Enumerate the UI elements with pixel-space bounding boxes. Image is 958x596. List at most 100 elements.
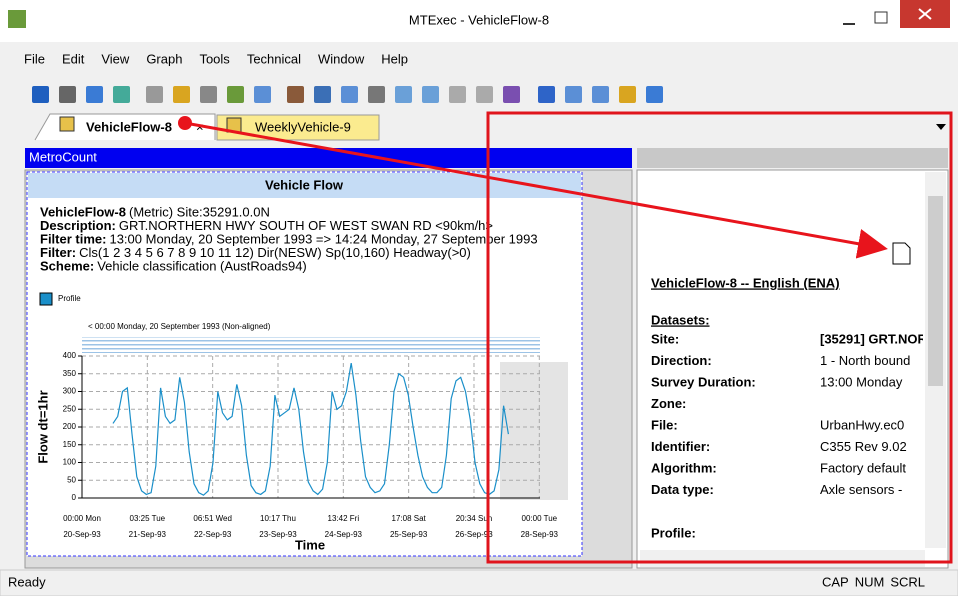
status-indicator: NUM bbox=[855, 574, 885, 589]
menu-bar: File Edit View Graph Tools Technical Window Hel… bbox=[24, 51, 408, 66]
y-axis-label: Flow dt=1hr bbox=[35, 390, 50, 463]
panel-header bbox=[25, 148, 632, 168]
status-indicator: SCRL bbox=[890, 574, 925, 589]
v-scroll-thumb[interactable] bbox=[928, 196, 943, 386]
toolbar-button[interactable] bbox=[449, 86, 466, 103]
x-tick-label: 00:00 Tue bbox=[522, 514, 558, 523]
page: MTExec - VehicleFlow-8 File Edit View Graph… bbox=[0, 0, 958, 596]
toolbar-button[interactable] bbox=[254, 86, 271, 103]
x-tick-label: 28-Sep-93 bbox=[521, 530, 559, 539]
x-tick-label: 24-Sep-93 bbox=[325, 530, 363, 539]
toolbar-button[interactable] bbox=[146, 86, 163, 103]
tab-icon bbox=[60, 117, 74, 131]
window-title: MTExec - VehicleFlow-8 bbox=[409, 12, 549, 27]
report-header bbox=[637, 148, 948, 168]
status-indicators: CAP NUM SCRL bbox=[822, 574, 925, 589]
status-indicator: CAP bbox=[822, 574, 849, 589]
toolbar-button[interactable] bbox=[59, 86, 76, 103]
h-scrollbar[interactable] bbox=[640, 550, 925, 567]
x-tick-label: 23-Sep-93 bbox=[259, 530, 297, 539]
tab-label[interactable]: WeeklyVehicle-9 bbox=[255, 119, 351, 134]
status-text: Ready bbox=[8, 574, 46, 589]
app-icon bbox=[8, 10, 26, 28]
x-tick-label: 06:51 Wed bbox=[193, 514, 232, 523]
menu-item[interactable]: Edit bbox=[62, 51, 85, 66]
toolbar-button[interactable] bbox=[395, 86, 412, 103]
x-tick-label: 21-Sep-93 bbox=[129, 530, 167, 539]
legend-label: Profile bbox=[58, 294, 81, 303]
x-tick-label: 00:00 Mon bbox=[63, 514, 101, 523]
app-window: MTExec - VehicleFlow-8 File Edit View Graph… bbox=[0, 0, 958, 596]
toolbar-button[interactable] bbox=[86, 86, 103, 103]
menu-item[interactable]: Tools bbox=[199, 51, 230, 66]
menu-item[interactable]: Help bbox=[381, 51, 408, 66]
y-tick-label: 350 bbox=[63, 369, 77, 378]
row-label: File: bbox=[651, 417, 678, 432]
menu-item[interactable]: Window bbox=[318, 51, 365, 66]
toolbar-button[interactable] bbox=[565, 86, 582, 103]
toolbar-button[interactable] bbox=[646, 86, 663, 103]
y-tick-label: 400 bbox=[63, 351, 77, 360]
toolbar-button[interactable] bbox=[200, 86, 217, 103]
time-band bbox=[82, 337, 540, 353]
x-tick-label: 20-Sep-93 bbox=[63, 530, 101, 539]
info-text: Vehicle classification (AustRoads94) bbox=[97, 258, 307, 273]
toolbar-button[interactable] bbox=[592, 86, 609, 103]
toolbar-button[interactable] bbox=[173, 86, 190, 103]
toolbar-button[interactable] bbox=[341, 86, 358, 103]
legend-swatch bbox=[40, 293, 52, 305]
y-tick-label: 50 bbox=[67, 475, 76, 484]
x-tick-label: 17:08 Sat bbox=[392, 514, 427, 523]
toolbar-button[interactable] bbox=[619, 86, 636, 103]
toolbar-button[interactable] bbox=[113, 86, 130, 103]
row-value: Factory default bbox=[820, 460, 906, 475]
row-value: Axle sensors - bbox=[820, 482, 902, 497]
row-label: Survey Duration: bbox=[651, 374, 756, 389]
menu-item[interactable]: Technical bbox=[247, 51, 301, 66]
row-label: Algorithm: bbox=[651, 460, 717, 475]
tab-label[interactable]: VehicleFlow-8 bbox=[86, 119, 172, 134]
row-label: Site: bbox=[651, 331, 679, 346]
menu-item[interactable]: Graph bbox=[146, 51, 182, 66]
row-label: Zone: bbox=[651, 396, 686, 411]
row-value: UrbanHwy.ec0 bbox=[820, 417, 904, 432]
x-tick-label: 13:42 Fri bbox=[328, 514, 360, 523]
y-tick-label: 250 bbox=[63, 404, 77, 413]
toolbar-button[interactable] bbox=[538, 86, 555, 103]
chart-note: < 00:00 Monday, 20 September 1993 (Non-a… bbox=[88, 322, 271, 331]
y-tick-label: 300 bbox=[63, 387, 77, 396]
row-value: C355 Rev 9.02 bbox=[820, 439, 907, 454]
x-axis-label: Time bbox=[295, 537, 325, 552]
x-tick-label: 22-Sep-93 bbox=[194, 530, 232, 539]
report-pane bbox=[637, 170, 948, 568]
toolbar bbox=[32, 86, 663, 103]
report-title: VehicleFlow-8 -- English (ENA) bbox=[651, 275, 840, 290]
toolbar-button[interactable] bbox=[227, 86, 244, 103]
report-footer: Profile: bbox=[651, 525, 696, 540]
toolbar-button[interactable] bbox=[476, 86, 493, 103]
x-tick-label: 03:25 Tue bbox=[130, 514, 166, 523]
toolbar-button[interactable] bbox=[314, 86, 331, 103]
y-tick-label: 100 bbox=[63, 458, 77, 467]
row-label: Direction: bbox=[651, 353, 712, 368]
row-value: 1 - North bound bbox=[820, 353, 910, 368]
arrow-start bbox=[178, 116, 192, 130]
toolbar-button[interactable] bbox=[32, 86, 49, 103]
toolbar-button[interactable] bbox=[422, 86, 439, 103]
toolbar-button[interactable] bbox=[368, 86, 385, 103]
toolbar-button[interactable] bbox=[287, 86, 304, 103]
row-value: 13:00 Monday bbox=[820, 374, 903, 389]
y-tick-label: 150 bbox=[63, 440, 77, 449]
menu-item[interactable]: View bbox=[101, 51, 130, 66]
y-tick-label: 0 bbox=[72, 493, 77, 502]
status-bar bbox=[0, 570, 958, 596]
y-tick-label: 200 bbox=[63, 422, 77, 431]
panel-title: MetroCount bbox=[29, 149, 97, 164]
report-section: Datasets: bbox=[651, 312, 710, 327]
toolbar-button[interactable] bbox=[503, 86, 520, 103]
row-label: Identifier: bbox=[651, 439, 710, 454]
x-tick-label: 25-Sep-93 bbox=[390, 530, 428, 539]
info-label: Scheme: bbox=[40, 258, 94, 273]
row-label: Data type: bbox=[651, 482, 714, 497]
menu-item[interactable]: File bbox=[24, 51, 45, 66]
